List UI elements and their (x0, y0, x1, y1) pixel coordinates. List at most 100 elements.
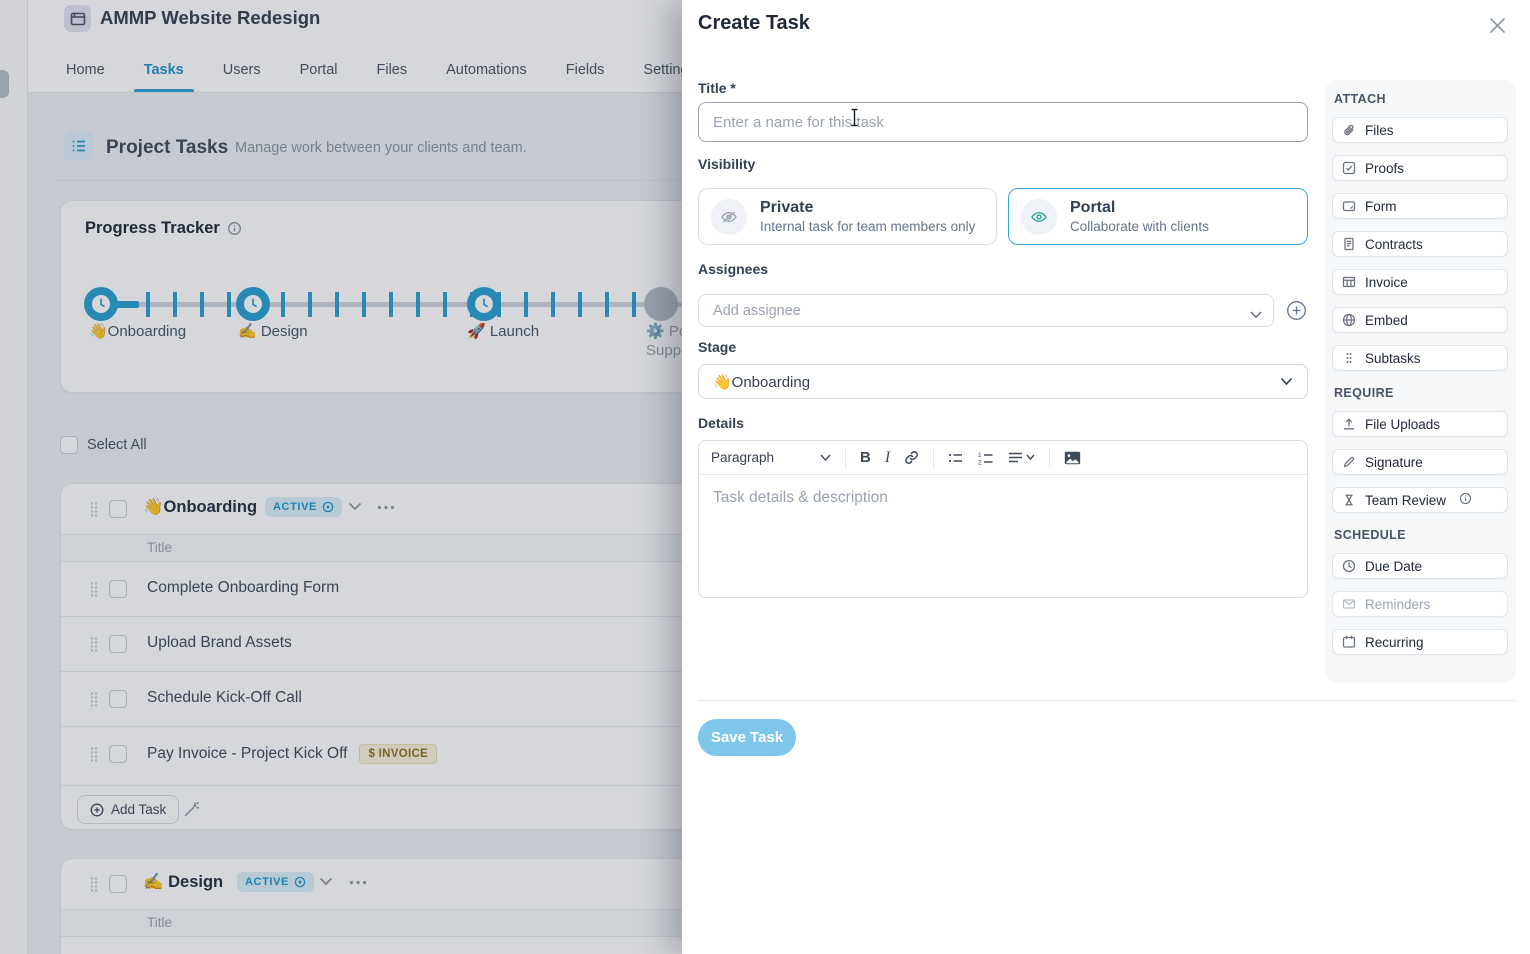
drag-handle-icon[interactable] (89, 691, 99, 713)
status-badge[interactable]: ACTIVE (237, 872, 314, 892)
details-textarea[interactable]: Task details & description (713, 489, 888, 506)
tab-portal[interactable]: Portal (299, 62, 338, 78)
attach-contracts-button[interactable]: Contracts (1332, 231, 1508, 257)
task-checkbox[interactable] (109, 690, 127, 708)
title-input[interactable] (698, 102, 1308, 142)
drag-handle-icon[interactable] (89, 636, 99, 658)
task-checkbox[interactable] (109, 580, 127, 598)
target-icon (322, 501, 334, 513)
insert-image-button[interactable] (1064, 451, 1081, 465)
stage-select[interactable]: 👋Onboarding (698, 364, 1308, 399)
assignee-input[interactable] (698, 294, 1274, 327)
schedule-recurring-button[interactable]: Recurring (1332, 629, 1508, 655)
add-task-label: Add Task (111, 802, 167, 817)
paragraph-style-dropdown[interactable]: Paragraph (711, 450, 831, 465)
tab-files[interactable]: Files (376, 62, 408, 78)
task-title: Pay Invoice - Project Kick Off $ INVOICE (147, 744, 438, 764)
schedule-reminders-button[interactable]: Reminders (1332, 591, 1508, 617)
magic-wand-icon[interactable] (183, 801, 200, 823)
bullet-list-button[interactable] (948, 451, 964, 465)
tab-automations[interactable]: Automations (446, 62, 527, 78)
status-badge[interactable]: ACTIVE (265, 497, 342, 517)
save-task-button[interactable]: Save Task (698, 719, 796, 756)
subtasks-dots-icon (1346, 353, 1352, 363)
collapse-group-button[interactable] (319, 877, 333, 886)
group-checkbox[interactable] (109, 875, 127, 893)
tab-home[interactable]: Home (66, 62, 105, 78)
attach-embed-label: Embed (1365, 312, 1408, 328)
group-menu-button[interactable] (377, 505, 395, 510)
tab-fields[interactable]: Fields (565, 62, 605, 78)
drag-handle-icon[interactable] (89, 876, 99, 898)
select-all-row: Select All (60, 436, 147, 454)
collapse-group-button[interactable] (348, 502, 362, 511)
eye-off-icon (721, 210, 737, 223)
attach-form-button[interactable]: Form (1332, 193, 1508, 219)
toolbar-separator (845, 447, 847, 468)
attach-section-header: ATTACH (1334, 92, 1386, 106)
task-title: Complete Onboarding Form (147, 579, 340, 596)
add-task-button[interactable]: Add Task (77, 795, 180, 824)
stage-node-post-support[interactable] (644, 287, 678, 321)
visibility-private-option[interactable]: Private Internal task for team members o… (698, 188, 997, 245)
group-header: 👋Onboarding ACTIVE (61, 484, 1489, 534)
require-file-uploads-button[interactable]: File Uploads (1332, 411, 1508, 437)
group-checkbox[interactable] (109, 500, 127, 518)
attach-proofs-button[interactable]: Proofs (1332, 155, 1508, 181)
stage-node-launch[interactable] (467, 287, 501, 321)
attach-invoice-label: Invoice (1365, 274, 1408, 290)
link-button[interactable] (904, 450, 919, 465)
require-team-review-button[interactable]: Team Review (1332, 487, 1508, 513)
tab-users[interactable]: Users (222, 62, 261, 78)
task-options-panel: ATTACH Files Proofs Form Contracts Invoi… (1325, 80, 1516, 683)
group-menu-button[interactable] (349, 880, 367, 885)
schedule-recurring-label: Recurring (1365, 634, 1424, 650)
drag-handle-icon[interactable] (89, 746, 99, 768)
info-icon[interactable] (227, 221, 242, 236)
svg-text:1: 1 (978, 452, 982, 459)
details-label: Details (698, 415, 744, 431)
attach-form-label: Form (1365, 198, 1397, 214)
schedule-due-date-button[interactable]: Due Date (1332, 553, 1508, 579)
attach-invoice-button[interactable]: Invoice (1332, 269, 1508, 295)
attach-subtasks-button[interactable]: Subtasks (1332, 345, 1508, 371)
require-file-uploads-label: File Uploads (1365, 416, 1441, 432)
project-tabs: Home Tasks Users Portal Files Automation… (66, 48, 696, 92)
chevron-down-icon (319, 877, 333, 886)
stage-node-onboarding[interactable] (84, 287, 118, 321)
stage-node-design[interactable] (236, 287, 270, 321)
task-checkbox[interactable] (109, 635, 127, 653)
task-checkbox[interactable] (109, 745, 127, 763)
svg-text:2: 2 (978, 459, 982, 465)
column-header-title: Title (147, 540, 173, 555)
close-button[interactable] (1484, 12, 1510, 38)
align-button[interactable] (1008, 451, 1035, 464)
project-title: AMMP Website Redesign (100, 7, 321, 28)
bold-button[interactable]: B (860, 449, 871, 466)
clock-icon (1342, 559, 1356, 573)
attach-files-button[interactable]: Files (1332, 117, 1508, 143)
require-team-review-label: Team Review (1365, 492, 1447, 508)
attach-files-label: Files (1365, 122, 1394, 138)
visibility-portal-option[interactable]: Portal Collaborate with clients (1008, 188, 1308, 245)
bullet-list-icon (949, 453, 963, 462)
require-signature-button[interactable]: Signature (1332, 449, 1508, 475)
italic-button[interactable]: I (885, 449, 890, 467)
schedule-section-header: SCHEDULE (1334, 528, 1406, 542)
select-all-checkbox[interactable] (60, 436, 78, 454)
add-assignee-button[interactable] (1286, 300, 1307, 321)
paragraph-style-value: Paragraph (711, 450, 775, 465)
drag-handle-icon[interactable] (89, 501, 99, 523)
target-icon (294, 876, 306, 888)
create-task-drawer: Create Task Title * Visibility Private I… (682, 0, 1530, 954)
attach-embed-button[interactable]: Embed (1332, 307, 1508, 333)
drag-handle-icon[interactable] (89, 581, 99, 603)
browser-window-icon (70, 12, 85, 25)
tab-tasks[interactable]: Tasks (133, 48, 194, 92)
upload-icon (1343, 418, 1355, 430)
toolbar-separator (933, 447, 935, 468)
info-icon[interactable] (1459, 492, 1472, 508)
sidebar-collapse-handle[interactable] (0, 70, 9, 98)
